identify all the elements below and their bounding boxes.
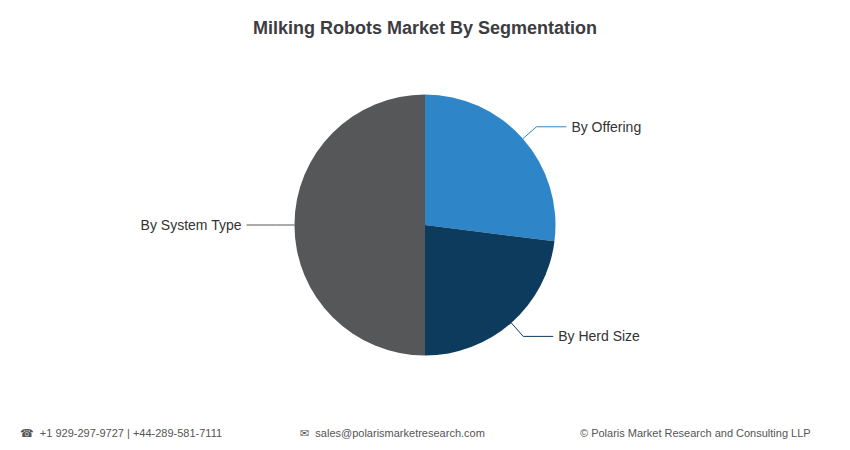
svg-text:© Polaris Market Research and: © Polaris Market Research and Consulting… <box>580 427 811 439</box>
svg-text:By System Type: By System Type <box>141 217 242 233</box>
svg-text:By Offering: By Offering <box>571 119 641 135</box>
svg-text:✉ sales@polarismarketresearch: ✉ sales@polarismarketresearch.com <box>300 427 485 439</box>
svg-text:Milking Robots Market By Segme: Milking Robots Market By Segmentation <box>253 18 597 38</box>
svg-text:☎ +1 929-297-9727 | +44-289-5: ☎ +1 929-297-9727 | +44-289-581-7111 <box>20 427 222 439</box>
svg-text:By Herd Size: By Herd Size <box>558 328 640 344</box>
